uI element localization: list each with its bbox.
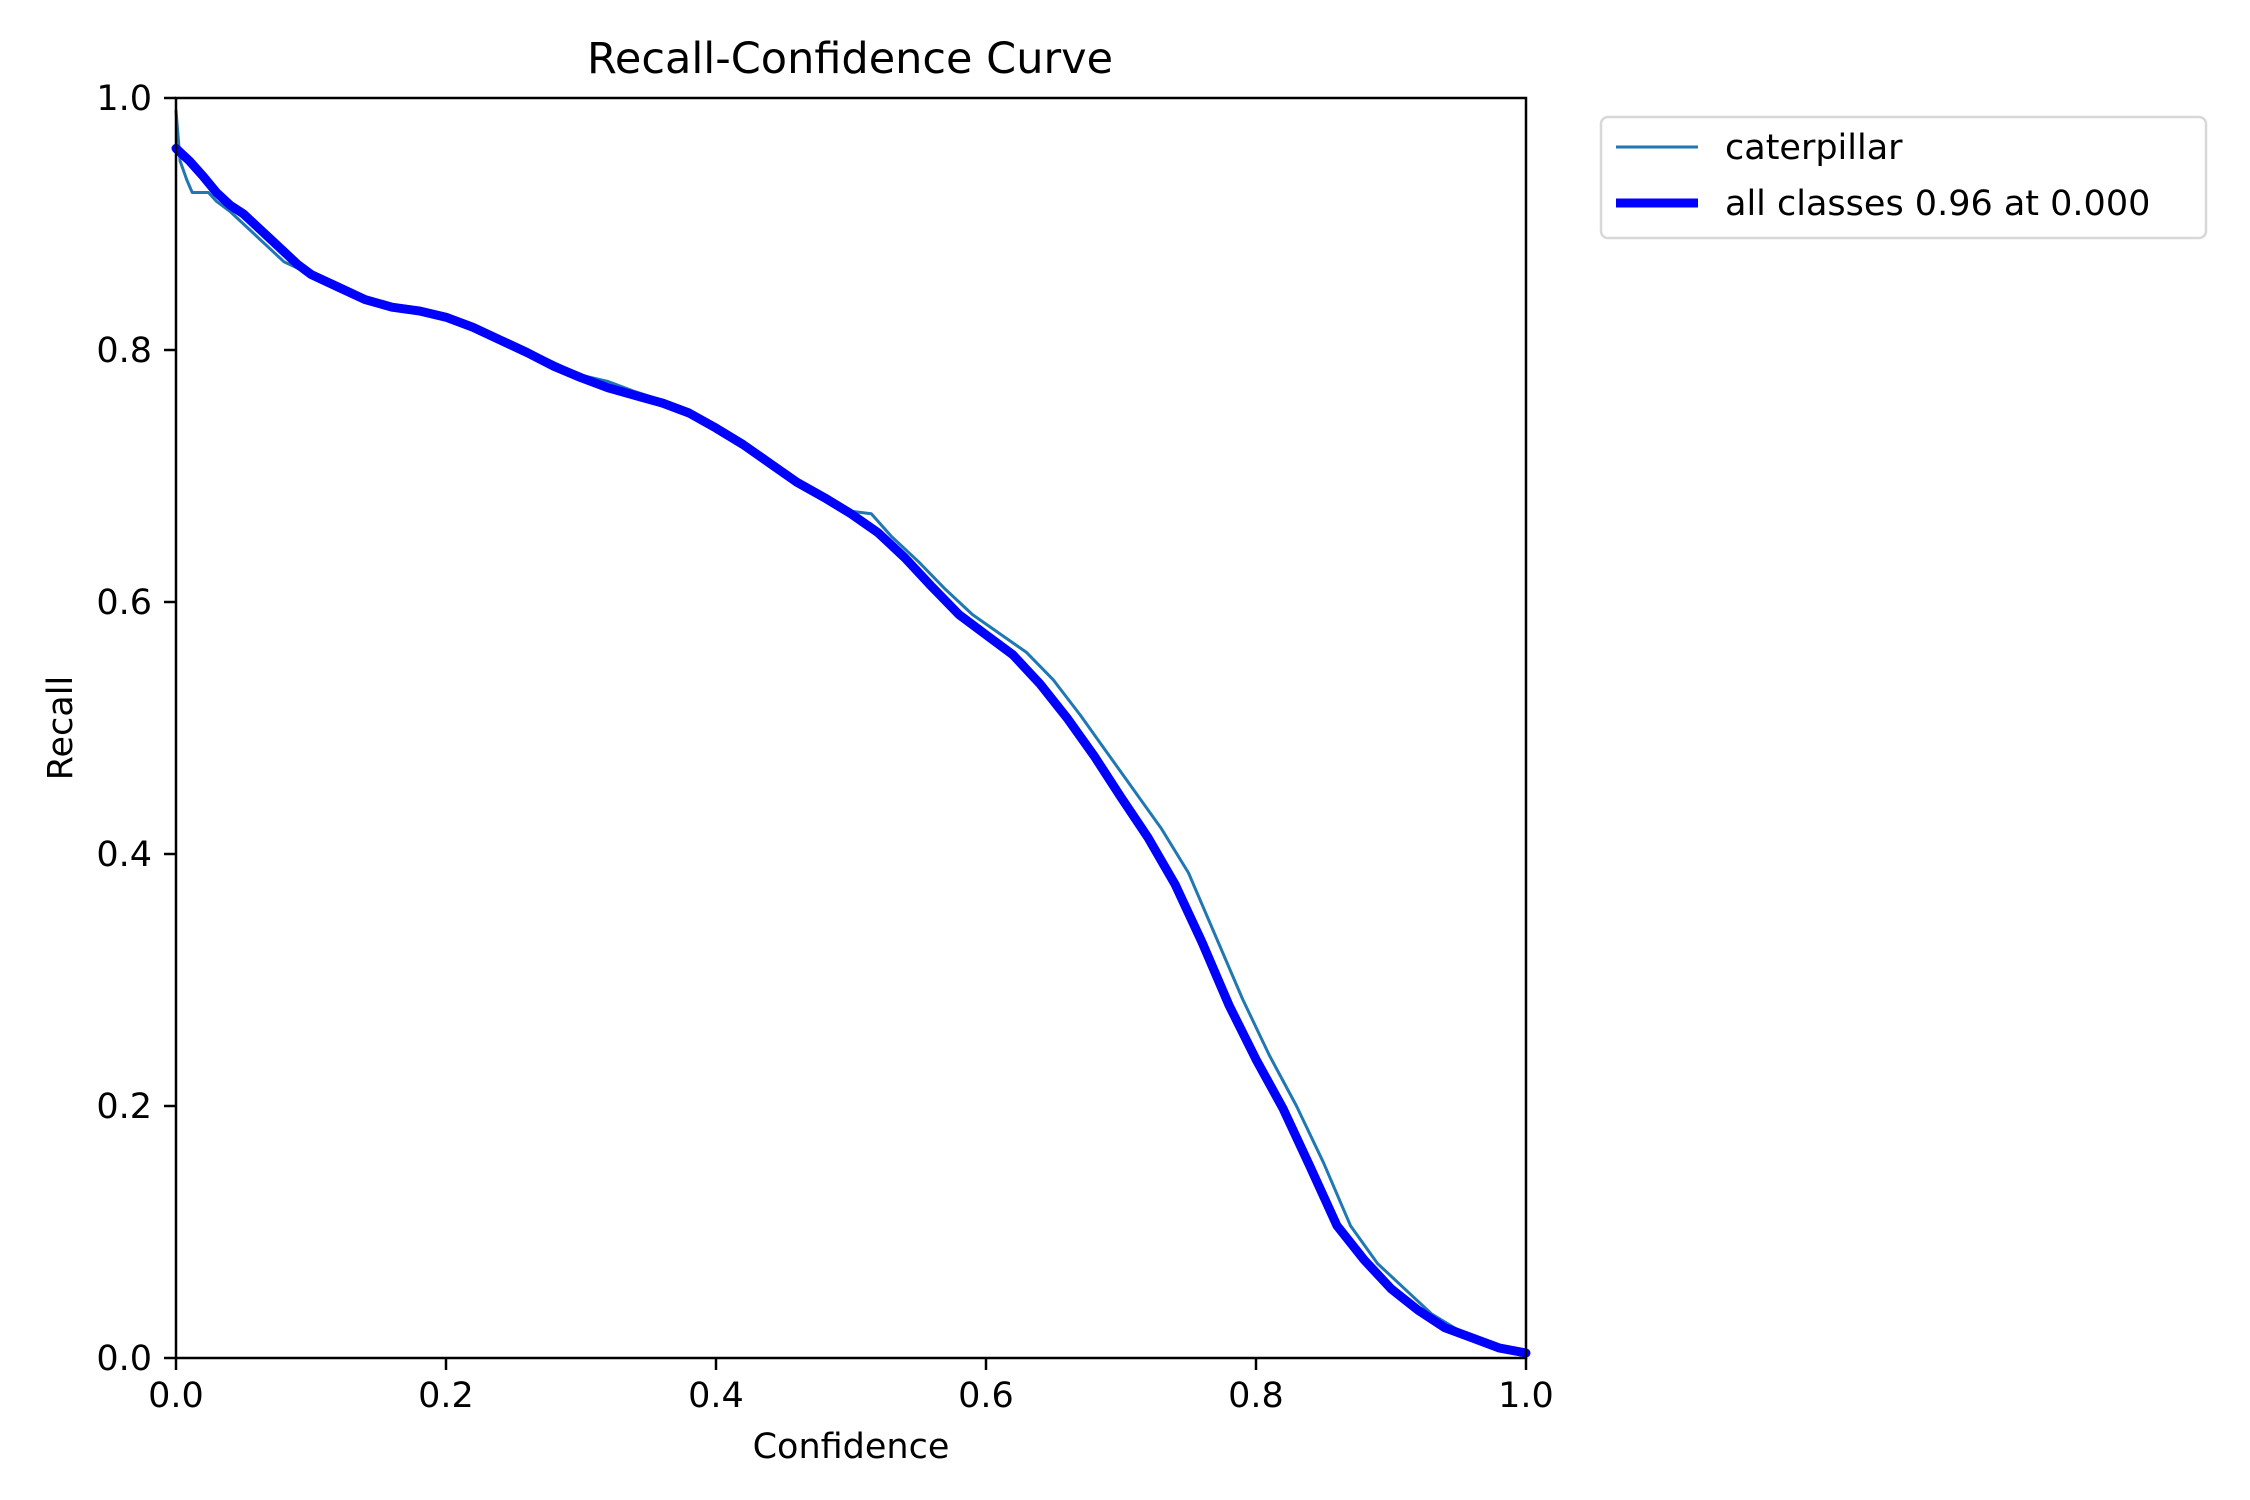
y-tick-label: 0.6 — [96, 583, 152, 623]
y-axis-label: Recall — [41, 676, 81, 780]
legend-caterpillar-label: caterpillar — [1725, 128, 1903, 168]
series-line-all-classes — [171, 143, 1531, 1358]
legend: caterpillar all classes 0.96 at 0.000 — [1599, 115, 2208, 240]
series-lines — [171, 109, 1531, 1358]
legend-frame — [1599, 115, 2208, 240]
x-tick-label: 0.2 — [418, 1376, 474, 1416]
y-tick-label: 0.0 — [96, 1339, 152, 1379]
x-tick-label: 0.0 — [148, 1376, 204, 1416]
x-tick-label: 0.6 — [958, 1376, 1014, 1416]
y-axis-ticks: 0.0 0.2 0.4 0.6 0.8 1.0 — [96, 79, 176, 1379]
x-tick-label: 1.0 — [1498, 1376, 1554, 1416]
y-tick-label: 0.8 — [96, 331, 152, 371]
legend-all-classes-label: all classes 0.96 at 0.000 — [1725, 184, 2150, 224]
y-tick-label: 1.0 — [96, 79, 152, 119]
x-axis-ticks: 0.0 0.2 0.4 0.6 0.8 1.0 — [148, 1358, 1554, 1416]
x-tick-label: 0.4 — [688, 1376, 744, 1416]
chart-title: Recall-Confidence Curve — [587, 34, 1113, 84]
plot-frame — [174, 96, 1528, 1360]
y-tick-label: 0.4 — [96, 835, 152, 875]
x-axis-label: Confidence — [753, 1427, 950, 1467]
y-tick-label: 0.2 — [96, 1087, 152, 1127]
x-tick-label: 0.8 — [1228, 1376, 1284, 1416]
